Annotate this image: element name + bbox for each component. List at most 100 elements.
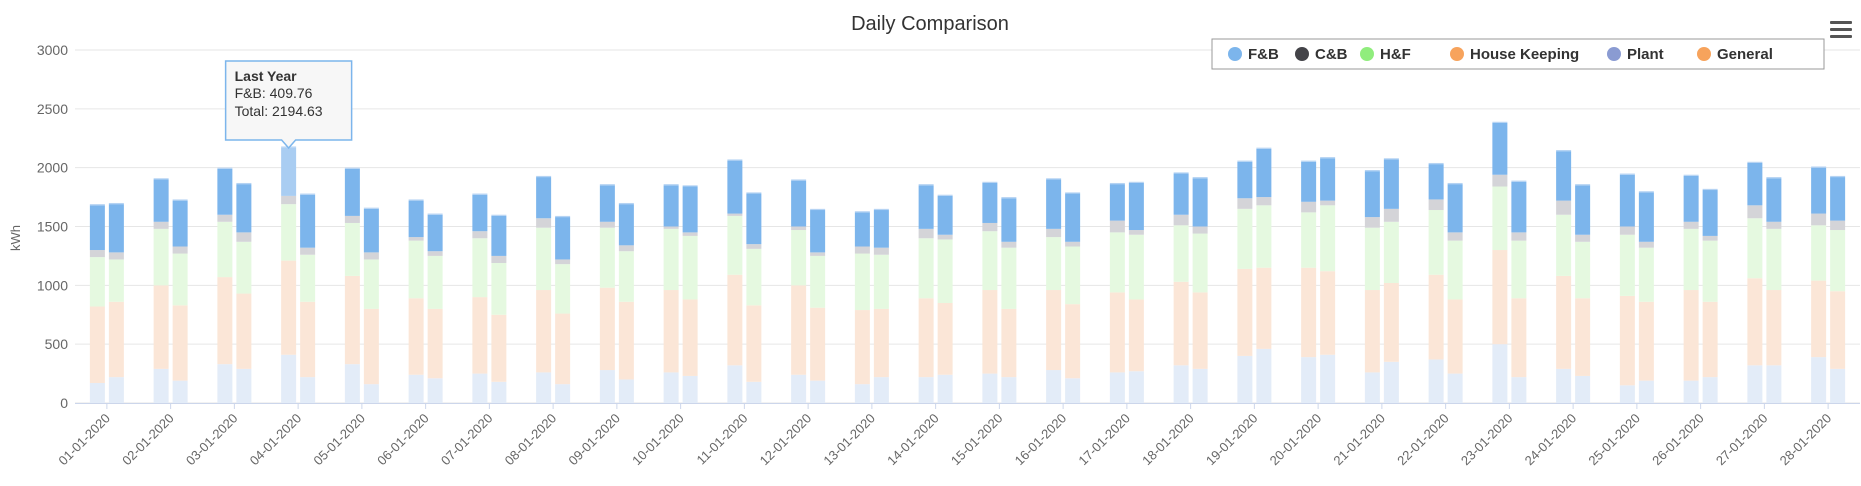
bar-segment-h-f[interactable] — [746, 248, 762, 306]
bar-segment-c-b[interactable] — [344, 215, 360, 223]
bar-segment-house-keeping[interactable] — [1383, 282, 1399, 362]
bar-segment-plant[interactable] — [1301, 357, 1317, 403]
bar-segment-house-keeping[interactable] — [300, 301, 316, 378]
bar-segment-plant[interactable] — [1173, 365, 1189, 403]
bar-segment-plant[interactable] — [746, 381, 762, 403]
bar-segment-house-keeping[interactable] — [918, 298, 934, 378]
bar-segment-house-keeping[interactable] — [1192, 292, 1208, 369]
bar-segment-c-b[interactable] — [1511, 232, 1527, 241]
bar-segment-house-keeping[interactable] — [1428, 274, 1444, 360]
bar-segment-h-f[interactable] — [427, 255, 443, 309]
bar-segment-c-b[interactable] — [682, 232, 698, 236]
bar-segment-general[interactable] — [854, 211, 870, 213]
bar-segment-plant[interactable] — [153, 368, 169, 403]
bar-segment-f-b[interactable] — [1428, 164, 1444, 200]
bar-segment-h-f[interactable] — [1702, 240, 1718, 302]
bar-segment-general[interactable] — [727, 159, 743, 161]
bar-segment-general[interactable] — [300, 193, 316, 195]
bar-segment-house-keeping[interactable] — [727, 274, 743, 366]
bar-segment-h-f[interactable] — [1638, 247, 1654, 302]
bar-segment-f-b[interactable] — [746, 193, 762, 245]
bar-segment-house-keeping[interactable] — [153, 285, 169, 369]
bar-segment-f-b[interactable] — [1065, 193, 1081, 242]
bar-segment-general[interactable] — [236, 182, 252, 185]
bar-segment-general[interactable] — [1766, 177, 1782, 179]
bar-segment-house-keeping[interactable] — [1766, 290, 1782, 366]
bar-segment-plant[interactable] — [89, 382, 105, 403]
bar-segment-plant[interactable] — [1702, 377, 1718, 403]
bar-segment-plant[interactable] — [1511, 377, 1527, 403]
bar-segment-general[interactable] — [217, 167, 233, 169]
bar-segment-h-f[interactable] — [1575, 241, 1591, 299]
bar-segment-f-b[interactable] — [491, 215, 507, 256]
bar-segment-h-f[interactable] — [1619, 234, 1635, 296]
bar-segment-h-f[interactable] — [172, 253, 188, 306]
bar-segment-h-f[interactable] — [217, 221, 233, 278]
bar-segment-plant[interactable] — [217, 364, 233, 403]
bar-segment-f-b[interactable] — [427, 214, 443, 252]
bar-segment-f-b[interactable] — [555, 217, 571, 260]
bar-segment-f-b[interactable] — [1683, 175, 1699, 222]
bar-segment-f-b[interactable] — [1192, 178, 1208, 227]
bar-segment-house-keeping[interactable] — [491, 314, 507, 382]
bar-segment-general[interactable] — [472, 193, 488, 195]
bar-segment-house-keeping[interactable] — [344, 275, 360, 365]
bar-segment-plant[interactable] — [1383, 361, 1399, 403]
bar-segment-c-b[interactable] — [1109, 220, 1125, 233]
bar-segment-house-keeping[interactable] — [1364, 290, 1380, 373]
bar-segment-plant[interactable] — [427, 378, 443, 403]
bar-segment-f-b[interactable] — [344, 168, 360, 216]
bar-segment-house-keeping[interactable] — [1511, 298, 1527, 378]
bar-segment-h-f[interactable] — [854, 253, 870, 311]
bar-segment-c-b[interactable] — [746, 244, 762, 249]
bar-segment-plant[interactable] — [281, 354, 297, 403]
bar-segment-house-keeping[interactable] — [1046, 290, 1062, 371]
bar-segment-plant[interactable] — [1256, 348, 1272, 403]
bar-segment-c-b[interactable] — [618, 245, 634, 252]
bar-segment-c-b[interactable] — [727, 213, 743, 216]
bar-segment-plant[interactable] — [300, 377, 316, 403]
bar-segment-h-f[interactable] — [1383, 221, 1399, 283]
bar-segment-house-keeping[interactable] — [663, 290, 679, 373]
bar-segment-house-keeping[interactable] — [1556, 275, 1572, 369]
bar-segment-c-b[interactable] — [1811, 213, 1827, 226]
bar-segment-h-f[interactable] — [1256, 205, 1272, 268]
bar-segment-general[interactable] — [536, 175, 552, 178]
bar-segment-c-b[interactable] — [1364, 217, 1380, 228]
bar-segment-h-f[interactable] — [300, 254, 316, 302]
bar-segment-plant[interactable] — [344, 364, 360, 403]
bar-segment-house-keeping[interactable] — [854, 310, 870, 385]
bar-segment-plant[interactable] — [727, 365, 743, 403]
bar-segment-general[interactable] — [1619, 173, 1635, 175]
bar-segment-house-keeping[interactable] — [599, 287, 615, 371]
bar-segment-c-b[interactable] — [363, 252, 379, 260]
bar-segment-plant[interactable] — [618, 379, 634, 403]
bar-segment-general[interactable] — [172, 199, 188, 201]
bar-segment-f-b[interactable] — [727, 160, 743, 214]
bar-segment-general[interactable] — [1192, 177, 1208, 179]
bar-segment-c-b[interactable] — [217, 214, 233, 222]
bar-segment-general[interactable] — [937, 194, 953, 196]
bar-segment-general[interactable] — [1556, 150, 1572, 152]
bar-segment-f-b[interactable] — [408, 200, 424, 238]
bar-segment-c-b[interactable] — [300, 247, 316, 255]
bar-segment-house-keeping[interactable] — [1237, 268, 1253, 356]
bar-segment-f-b[interactable] — [1128, 182, 1144, 231]
bar-segment-general[interactable] — [491, 214, 507, 216]
bar-segment-f-b[interactable] — [1364, 171, 1380, 218]
bar-segment-f-b[interactable] — [1766, 178, 1782, 222]
bar-segment-plant[interactable] — [1046, 370, 1062, 403]
bar-segment-house-keeping[interactable] — [236, 293, 252, 369]
bar-segment-general[interactable] — [1065, 192, 1081, 194]
bar-segment-f-b[interactable] — [153, 179, 169, 222]
bar-segment-house-keeping[interactable] — [1619, 295, 1635, 386]
bar-segment-plant[interactable] — [854, 384, 870, 403]
bar-segment-f-b[interactable] — [599, 185, 615, 222]
bar-segment-general[interactable] — [1046, 178, 1062, 180]
bar-segment-plant[interactable] — [1556, 368, 1572, 403]
bar-segment-h-f[interactable] — [1811, 225, 1827, 281]
bar-segment-house-keeping[interactable] — [217, 277, 233, 365]
bar-segment-f-b[interactable] — [108, 204, 124, 253]
bar-segment-f-b[interactable] — [918, 185, 934, 229]
bar-segment-c-b[interactable] — [1001, 241, 1017, 248]
